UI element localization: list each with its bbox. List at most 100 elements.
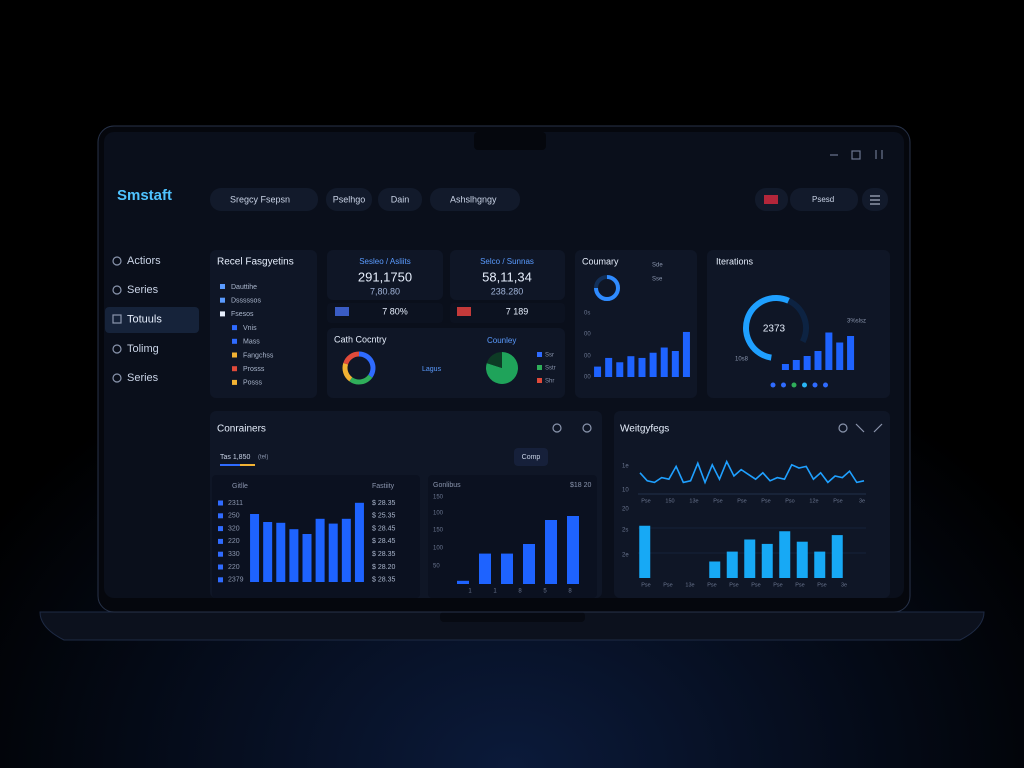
panel-title: Cath Cocntry (334, 334, 387, 344)
bar (594, 366, 602, 377)
item-icon (232, 366, 237, 372)
toolbar-pill[interactable] (326, 188, 372, 211)
toolbar-pill[interactable] (378, 188, 422, 211)
bar (289, 529, 299, 582)
link[interactable]: Lagus (422, 366, 442, 373)
stat-sub: 7,80.80 (370, 286, 400, 296)
toolbar-item[interactable]: Ashslhgngy (450, 194, 497, 204)
compare-button[interactable] (514, 448, 548, 466)
amount: $ 28.20 (372, 564, 395, 571)
bar (744, 539, 756, 578)
line-series (639, 459, 865, 485)
sidebar-item[interactable]: Series (127, 284, 159, 296)
pager-dot[interactable] (823, 382, 828, 388)
list-label: 220 (228, 564, 240, 571)
bar (726, 551, 738, 578)
list-item: Mass (243, 339, 260, 346)
x-tick-label: 8 (518, 589, 522, 595)
sidebar-item[interactable]: Tolimg (127, 343, 159, 355)
panel (210, 250, 317, 398)
summary-unit: (tel) (258, 455, 268, 461)
bar (814, 551, 826, 578)
bar (250, 514, 260, 582)
x-tick-label: 13e (689, 498, 698, 504)
pager-dot[interactable] (791, 382, 797, 388)
amount: $ 28.35 (372, 500, 395, 507)
pager-dot[interactable] (802, 382, 807, 388)
panel-title: Conrainers (217, 424, 266, 435)
amount: $ 28.45 (372, 538, 395, 545)
bar (779, 531, 791, 578)
bar (831, 535, 843, 578)
toolbar-item[interactable]: Pselhgo (333, 194, 366, 204)
bar (825, 332, 833, 370)
y-tick-label: 100 (433, 546, 444, 552)
list-label: 320 (228, 525, 240, 532)
user-name: Psesd (812, 195, 834, 204)
bar (616, 362, 624, 377)
x-tick-label: 12e (809, 498, 818, 504)
panel-title: Coumary (582, 256, 619, 266)
x-tick-label: Pse (707, 582, 716, 588)
button-label[interactable]: Comp (522, 454, 541, 461)
list-item: Dauttihe (231, 284, 257, 291)
underline (220, 464, 255, 466)
x-tick-label: 1 (493, 589, 497, 595)
bar (341, 518, 351, 582)
toolbar-item[interactable]: Dain (391, 194, 410, 204)
item-icon (220, 311, 225, 317)
y-tick-label: 20 (622, 507, 629, 513)
bar (803, 356, 811, 370)
toolbar-item[interactable]: Sregcy Fsepsn (230, 194, 290, 204)
bar (479, 553, 491, 584)
legend-label: Sse (652, 277, 663, 283)
sidebar-active (105, 307, 199, 333)
bar (523, 544, 535, 584)
user-button[interactable] (790, 188, 858, 211)
bar (354, 502, 364, 582)
stat-foot: 7 80% (382, 306, 408, 316)
list-icon (218, 564, 223, 570)
x-tick-label: Pse (773, 582, 782, 588)
amount: $ 28.35 (372, 551, 395, 558)
amount: $ 28.45 (372, 525, 395, 532)
sidebar-item[interactable]: Totuuls (127, 314, 162, 326)
bar (792, 360, 800, 370)
gauge-value (743, 295, 790, 361)
list-icon (218, 577, 223, 583)
stat-title: Selco / Sunnas (480, 257, 534, 266)
note: 3%slsz (847, 319, 866, 325)
panel-title: Weitgyfegs (620, 424, 669, 435)
pager-dot[interactable] (812, 382, 818, 388)
list-label: 2311 (228, 500, 243, 507)
x-tick-label: Pse (713, 498, 722, 504)
sidebar-item[interactable]: Actiors (127, 255, 161, 267)
toolbar (210, 188, 888, 211)
bar (302, 534, 312, 582)
legend-label: Ssr (545, 353, 554, 359)
y-tick-label: 150 (433, 495, 444, 501)
bar (796, 541, 808, 578)
x-tick-label: 3e (841, 582, 847, 588)
sidebar-item[interactable]: Series (127, 372, 159, 384)
pager-dot[interactable] (781, 382, 786, 388)
donut-segment (349, 374, 373, 385)
x-tick-label: Pse (817, 582, 826, 588)
x-tick-label: Pse (641, 582, 650, 588)
y-tick-label: 2e (622, 553, 629, 559)
bar (567, 516, 579, 584)
ring-value (594, 275, 620, 301)
y-tick-label: 50 (433, 564, 440, 570)
panel (450, 250, 565, 300)
pager-dot[interactable] (770, 382, 776, 388)
brand: Smstaft (117, 187, 172, 204)
toolbar-pill[interactable] (210, 188, 318, 211)
stat-sub: 238.280 (491, 286, 524, 296)
panel (707, 250, 890, 398)
column-header: Gitlle (232, 483, 248, 490)
toolbar-pill[interactable] (430, 188, 520, 211)
item-icon (232, 352, 237, 358)
gauge-label: 2373 (763, 324, 786, 335)
list-icon (218, 500, 223, 506)
list-icon (218, 538, 223, 544)
